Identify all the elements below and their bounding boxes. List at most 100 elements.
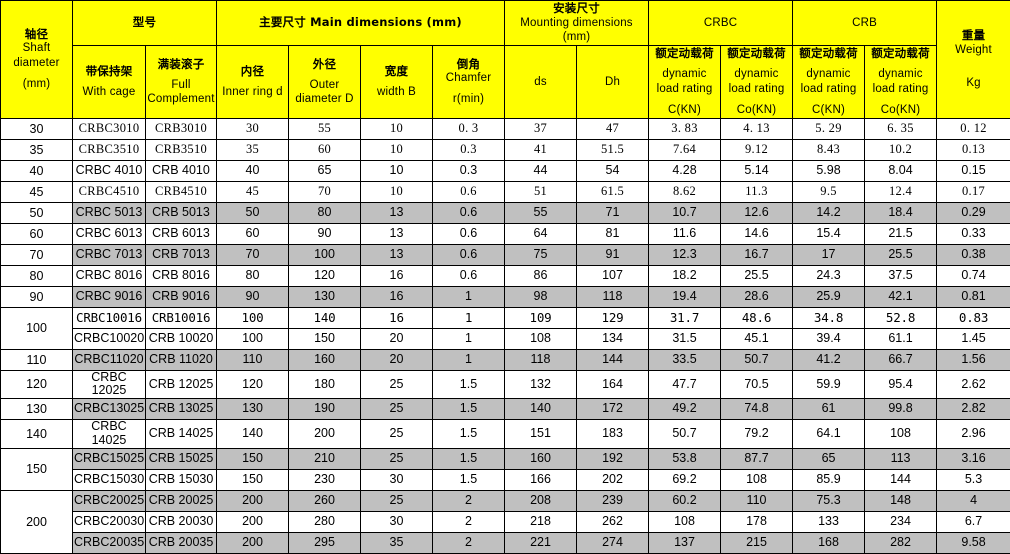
crb-co: 37.5 (865, 265, 937, 286)
crbc-co: 79.2 (721, 420, 793, 449)
crb-co: 144 (865, 469, 937, 490)
crb-co: 42.1 (865, 286, 937, 307)
mounting-ds: 44 (505, 160, 577, 181)
shaft-diameter-value: 30 (1, 118, 73, 139)
shaft-diameter-value: 70 (1, 244, 73, 265)
mounting-ds: 208 (505, 490, 577, 511)
width-B: 16 (361, 265, 433, 286)
mounting-Dh: 239 (577, 490, 649, 511)
model-full-complement: CRB10016 (146, 307, 217, 328)
width-B: 16 (361, 307, 433, 328)
crbc-co: 25.5 (721, 265, 793, 286)
chamfer-r: 0.6 (433, 181, 505, 202)
model-with-cage: CRBC4510 (73, 181, 146, 202)
crbc-c: 18.2 (649, 265, 721, 286)
crb-c: 9.5 (793, 181, 865, 202)
crbc-co: 87.7 (721, 448, 793, 469)
header-main-dimensions: 主要尺寸 Main dimensions (mm) (217, 1, 505, 46)
mounting-Dh: 202 (577, 469, 649, 490)
outer-diameter-D: 280 (289, 511, 361, 532)
crbc-co: 74.8 (721, 399, 793, 420)
crb-c: 24.3 (793, 265, 865, 286)
header-shaft-diameter: 轴径 Shaft diameter (mm) (1, 1, 73, 119)
chamfer-r: 1.5 (433, 399, 505, 420)
crb-co: 52.8 (865, 307, 937, 328)
shaft-diameter-value: 120 (1, 370, 73, 399)
mounting-ds: 64 (505, 223, 577, 244)
crbc-co: 108 (721, 469, 793, 490)
mounting-ds: 86 (505, 265, 577, 286)
model-with-cage: CRBC 7013 (73, 244, 146, 265)
mounting-Dh: 192 (577, 448, 649, 469)
model-with-cage: CRBC15030 (73, 469, 146, 490)
chamfer-r: 1 (433, 349, 505, 370)
mounting-ds: 37 (505, 118, 577, 139)
crbc-c: 69.2 (649, 469, 721, 490)
inner-ring-d: 110 (217, 349, 289, 370)
inner-ring-d: 100 (217, 307, 289, 328)
header-row-tier1: 轴径 Shaft diameter (mm) 型号 主要尺寸 Main dime… (1, 1, 1010, 46)
model-full-complement: CRB 9016 (146, 286, 217, 307)
header-weight: 重量 Weight Kg (937, 1, 1010, 119)
crb-co: 61.1 (865, 328, 937, 349)
chamfer-r: 2 (433, 511, 505, 532)
header-model: 型号 (73, 1, 217, 46)
inner-ring-d: 100 (217, 328, 289, 349)
shaft-diameter-value: 80 (1, 265, 73, 286)
outer-diameter-D: 90 (289, 223, 361, 244)
header-full-complement: 满装滚子 Full Complement (146, 46, 217, 119)
header-inner-ring-d: 内径 Inner ring d (217, 46, 289, 119)
width-B: 30 (361, 469, 433, 490)
model-full-complement: CRB 7013 (146, 244, 217, 265)
mounting-ds: 166 (505, 469, 577, 490)
header-crbc: CRBC (649, 1, 793, 46)
outer-diameter-D: 150 (289, 328, 361, 349)
outer-diameter-D: 100 (289, 244, 361, 265)
crb-c: 17 (793, 244, 865, 265)
width-B: 20 (361, 349, 433, 370)
model-full-complement: CRB 4010 (146, 160, 217, 181)
mounting-Dh: 91 (577, 244, 649, 265)
crbc-c: 4.28 (649, 160, 721, 181)
inner-ring-d: 40 (217, 160, 289, 181)
shaft-diameter-value: 60 (1, 223, 73, 244)
crb-c: 61 (793, 399, 865, 420)
mounting-ds: 75 (505, 244, 577, 265)
crb-c: 5. 29 (793, 118, 865, 139)
width-B: 10 (361, 118, 433, 139)
weight-kg: 1.56 (937, 349, 1010, 370)
crbc-c: 3. 83 (649, 118, 721, 139)
width-B: 25 (361, 420, 433, 449)
model-full-complement: CRB3510 (146, 139, 217, 160)
outer-diameter-D: 70 (289, 181, 361, 202)
weight-kg: 0.17 (937, 181, 1010, 202)
mounting-Dh: 107 (577, 265, 649, 286)
shaft-diameter-value: 90 (1, 286, 73, 307)
inner-ring-d: 90 (217, 286, 289, 307)
weight-kg: 9.58 (937, 532, 1010, 553)
model-full-complement: CRB 11020 (146, 349, 217, 370)
crbc-co: 5.14 (721, 160, 793, 181)
outer-diameter-D: 295 (289, 532, 361, 553)
inner-ring-d: 80 (217, 265, 289, 286)
mounting-ds: 41 (505, 139, 577, 160)
shaft-diameter-value: 110 (1, 349, 73, 370)
model-full-complement: CRB 15025 (146, 448, 217, 469)
model-full-complement: CRB 12025 (146, 370, 217, 399)
model-with-cage: CRBC 5013 (73, 202, 146, 223)
weight-kg: 6.7 (937, 511, 1010, 532)
model-with-cage: CRBC10016 (73, 307, 146, 328)
chamfer-r: 1.5 (433, 469, 505, 490)
crb-co: 148 (865, 490, 937, 511)
crbc-co: 110 (721, 490, 793, 511)
shaft-diameter-value: 35 (1, 139, 73, 160)
shaft-diameter-value: 40 (1, 160, 73, 181)
crb-co: 21.5 (865, 223, 937, 244)
